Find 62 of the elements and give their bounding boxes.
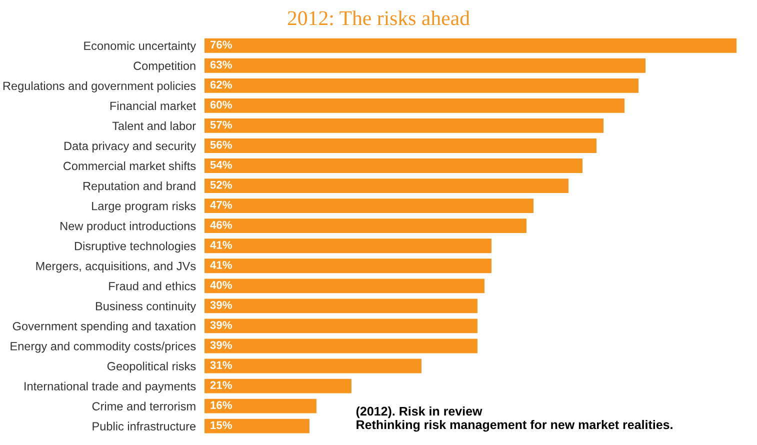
data-label: 60% — [210, 100, 232, 109]
bar — [204, 118, 604, 133]
y-tick-label: Reputation and brand — [83, 182, 196, 193]
y-tick-label: Data privacy and security — [64, 141, 196, 152]
data-label: 39% — [210, 301, 232, 309]
bar — [204, 358, 422, 374]
y-tick-label: Talent and labor — [112, 121, 196, 130]
data-label: 62% — [210, 80, 232, 89]
y-tick-label: Public infrastructure — [92, 422, 196, 430]
bar — [204, 238, 492, 254]
bar — [204, 298, 478, 314]
bar — [204, 58, 646, 73]
bar — [204, 98, 625, 113]
annotation: (2012). Risk in review Rethinking risk management for new market realities. — [356, 406, 672, 432]
y-tick-label: Competition — [134, 61, 196, 72]
data-label: 39% — [210, 321, 232, 329]
y-tick-label: New product introductions — [60, 222, 196, 233]
data-label: 47% — [210, 200, 232, 209]
y-tick-label: Financial market — [110, 101, 196, 110]
y-tick-label: Geopolitical risks — [107, 362, 196, 373]
y-tick-label: Energy and commodity costs/prices — [10, 342, 196, 353]
y-tick-label: Economic uncertainty — [84, 41, 196, 52]
bar — [204, 258, 492, 274]
bar — [204, 398, 316, 414]
bar — [204, 38, 737, 53]
bar — [204, 338, 478, 354]
bar — [204, 218, 526, 234]
data-label: 21% — [210, 381, 232, 389]
data-label: 41% — [210, 241, 232, 249]
bar — [204, 178, 568, 193]
y-tick-label: Crime and terrorism — [92, 402, 196, 410]
data-label: 46% — [210, 220, 232, 229]
y-tick-label: Fraud and ethics — [109, 282, 196, 290]
data-label: 57% — [210, 120, 232, 129]
data-label: 15% — [210, 421, 232, 430]
y-tick-label: International trade and payments — [24, 382, 196, 393]
y-tick-label: Business continuity — [96, 302, 196, 313]
bar — [204, 418, 310, 434]
chart-title: 2012: The risks ahead — [288, 10, 470, 26]
y-tick-label: Disruptive technologies — [74, 242, 196, 253]
data-label: 76% — [210, 40, 232, 49]
data-label: 54% — [210, 160, 232, 169]
bar — [204, 198, 534, 214]
data-label: 56% — [210, 140, 232, 149]
data-label: 39% — [210, 341, 232, 349]
y-tick-label: Commercial market shifts — [64, 161, 196, 170]
bar — [204, 78, 639, 93]
bar — [204, 378, 352, 394]
data-label: 16% — [210, 401, 232, 410]
bar — [204, 278, 484, 294]
y-tick-label: Regulations and government policies — [3, 81, 196, 92]
data-label: 52% — [210, 180, 232, 189]
data-label: 41% — [210, 261, 232, 269]
bar — [204, 158, 582, 173]
y-tick-label: Large program risks — [92, 202, 196, 213]
data-label: 63% — [210, 60, 232, 69]
bar — [204, 318, 478, 334]
y-tick-label: Government spending and taxation — [12, 322, 196, 333]
y-tick-label: Mergers, acquisitions, and JVs — [36, 262, 196, 273]
bar — [204, 138, 596, 153]
data-label: 40% — [210, 281, 232, 289]
data-label: 31% — [210, 361, 232, 370]
